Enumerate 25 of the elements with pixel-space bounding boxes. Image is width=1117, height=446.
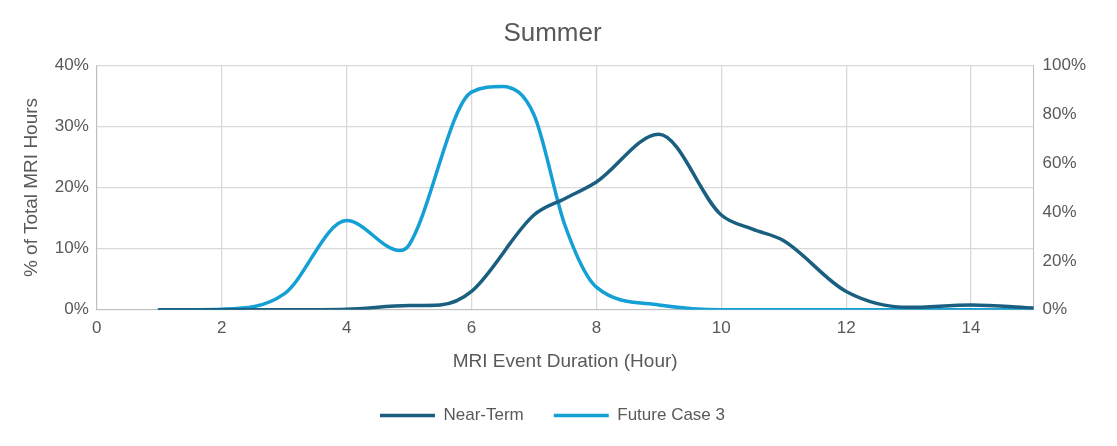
y-tick-label: 10% (54, 238, 89, 258)
legend-label: Near-Term (443, 405, 524, 425)
x-tick-label: 0 (92, 317, 102, 337)
y2-tick-label: 60% (1042, 152, 1077, 172)
y2-tick-label: 20% (1042, 250, 1077, 270)
y2-tick-label: 80% (1042, 103, 1077, 123)
x-tick-label: 6 (466, 317, 477, 337)
y-tick-label: 0% (64, 299, 89, 319)
y-tick-label: 40% (54, 54, 89, 74)
y2-tick-label: 0% (1042, 299, 1068, 319)
x-tick-label: 2 (216, 317, 227, 337)
x-axis-title: MRI Event Duration (Hour) (452, 349, 678, 371)
legend-label: Future Case 3 (617, 405, 726, 425)
x-tick-label: 12 (836, 317, 856, 337)
x-tick-label: 8 (591, 317, 602, 337)
y2-tick-label: 40% (1042, 201, 1077, 221)
line-series (157, 132, 1034, 310)
x-tick-label: 14 (961, 317, 981, 337)
y2-tick-label: 100% (1042, 54, 1086, 74)
y-tick-label: 20% (54, 177, 89, 197)
x-tick-label: 4 (341, 317, 352, 337)
y-tick-label: 30% (54, 116, 89, 136)
chart-title: Summer (503, 16, 602, 47)
y-axis-title: % of Total MRI Hours (19, 97, 41, 278)
x-tick-label: 10 (711, 317, 731, 337)
